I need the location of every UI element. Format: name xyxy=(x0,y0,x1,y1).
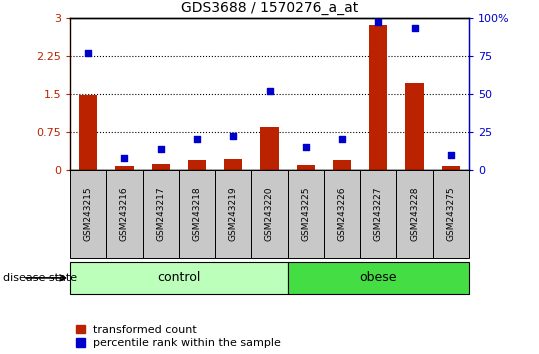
Text: GSM243225: GSM243225 xyxy=(301,187,310,241)
Text: GSM243217: GSM243217 xyxy=(156,187,165,241)
Bar xyxy=(215,170,251,258)
Bar xyxy=(396,170,433,258)
Point xyxy=(229,133,238,139)
Bar xyxy=(260,127,279,170)
Text: GSM243275: GSM243275 xyxy=(446,187,455,241)
Text: GSM243227: GSM243227 xyxy=(374,187,383,241)
Bar xyxy=(369,25,388,170)
Text: GSM243220: GSM243220 xyxy=(265,187,274,241)
Text: GSM243218: GSM243218 xyxy=(192,187,202,241)
Text: obese: obese xyxy=(360,272,397,284)
Bar xyxy=(360,170,396,258)
Bar xyxy=(405,82,424,170)
Bar xyxy=(188,160,206,170)
Bar xyxy=(151,164,170,170)
Text: control: control xyxy=(157,272,201,284)
Text: GSM243219: GSM243219 xyxy=(229,187,238,241)
Point xyxy=(192,137,201,142)
Text: GSM243228: GSM243228 xyxy=(410,187,419,241)
Text: GSM243226: GSM243226 xyxy=(337,187,347,241)
Text: GSM243216: GSM243216 xyxy=(120,187,129,241)
Bar xyxy=(179,170,215,258)
Bar xyxy=(288,170,324,258)
Point xyxy=(374,19,383,25)
Text: disease state: disease state xyxy=(3,273,77,283)
Bar xyxy=(79,95,97,170)
Point xyxy=(301,144,310,150)
Bar xyxy=(143,170,179,258)
Bar xyxy=(324,170,360,258)
Bar xyxy=(115,166,134,170)
Bar xyxy=(70,262,288,294)
Text: GSM243215: GSM243215 xyxy=(84,187,93,241)
Bar xyxy=(251,170,288,258)
Point xyxy=(446,152,455,158)
Bar xyxy=(288,262,469,294)
Bar xyxy=(433,170,469,258)
Point xyxy=(265,88,274,93)
Title: GDS3688 / 1570276_a_at: GDS3688 / 1570276_a_at xyxy=(181,1,358,15)
Point xyxy=(338,137,347,142)
Bar xyxy=(70,170,106,258)
Point xyxy=(84,50,93,56)
Point xyxy=(120,155,129,161)
Bar xyxy=(296,165,315,170)
Point xyxy=(410,25,419,31)
Bar xyxy=(333,160,351,170)
Bar xyxy=(224,159,243,170)
Point xyxy=(156,146,165,152)
Bar xyxy=(106,170,143,258)
Legend: transformed count, percentile rank within the sample: transformed count, percentile rank withi… xyxy=(75,325,281,348)
Bar xyxy=(442,166,460,170)
